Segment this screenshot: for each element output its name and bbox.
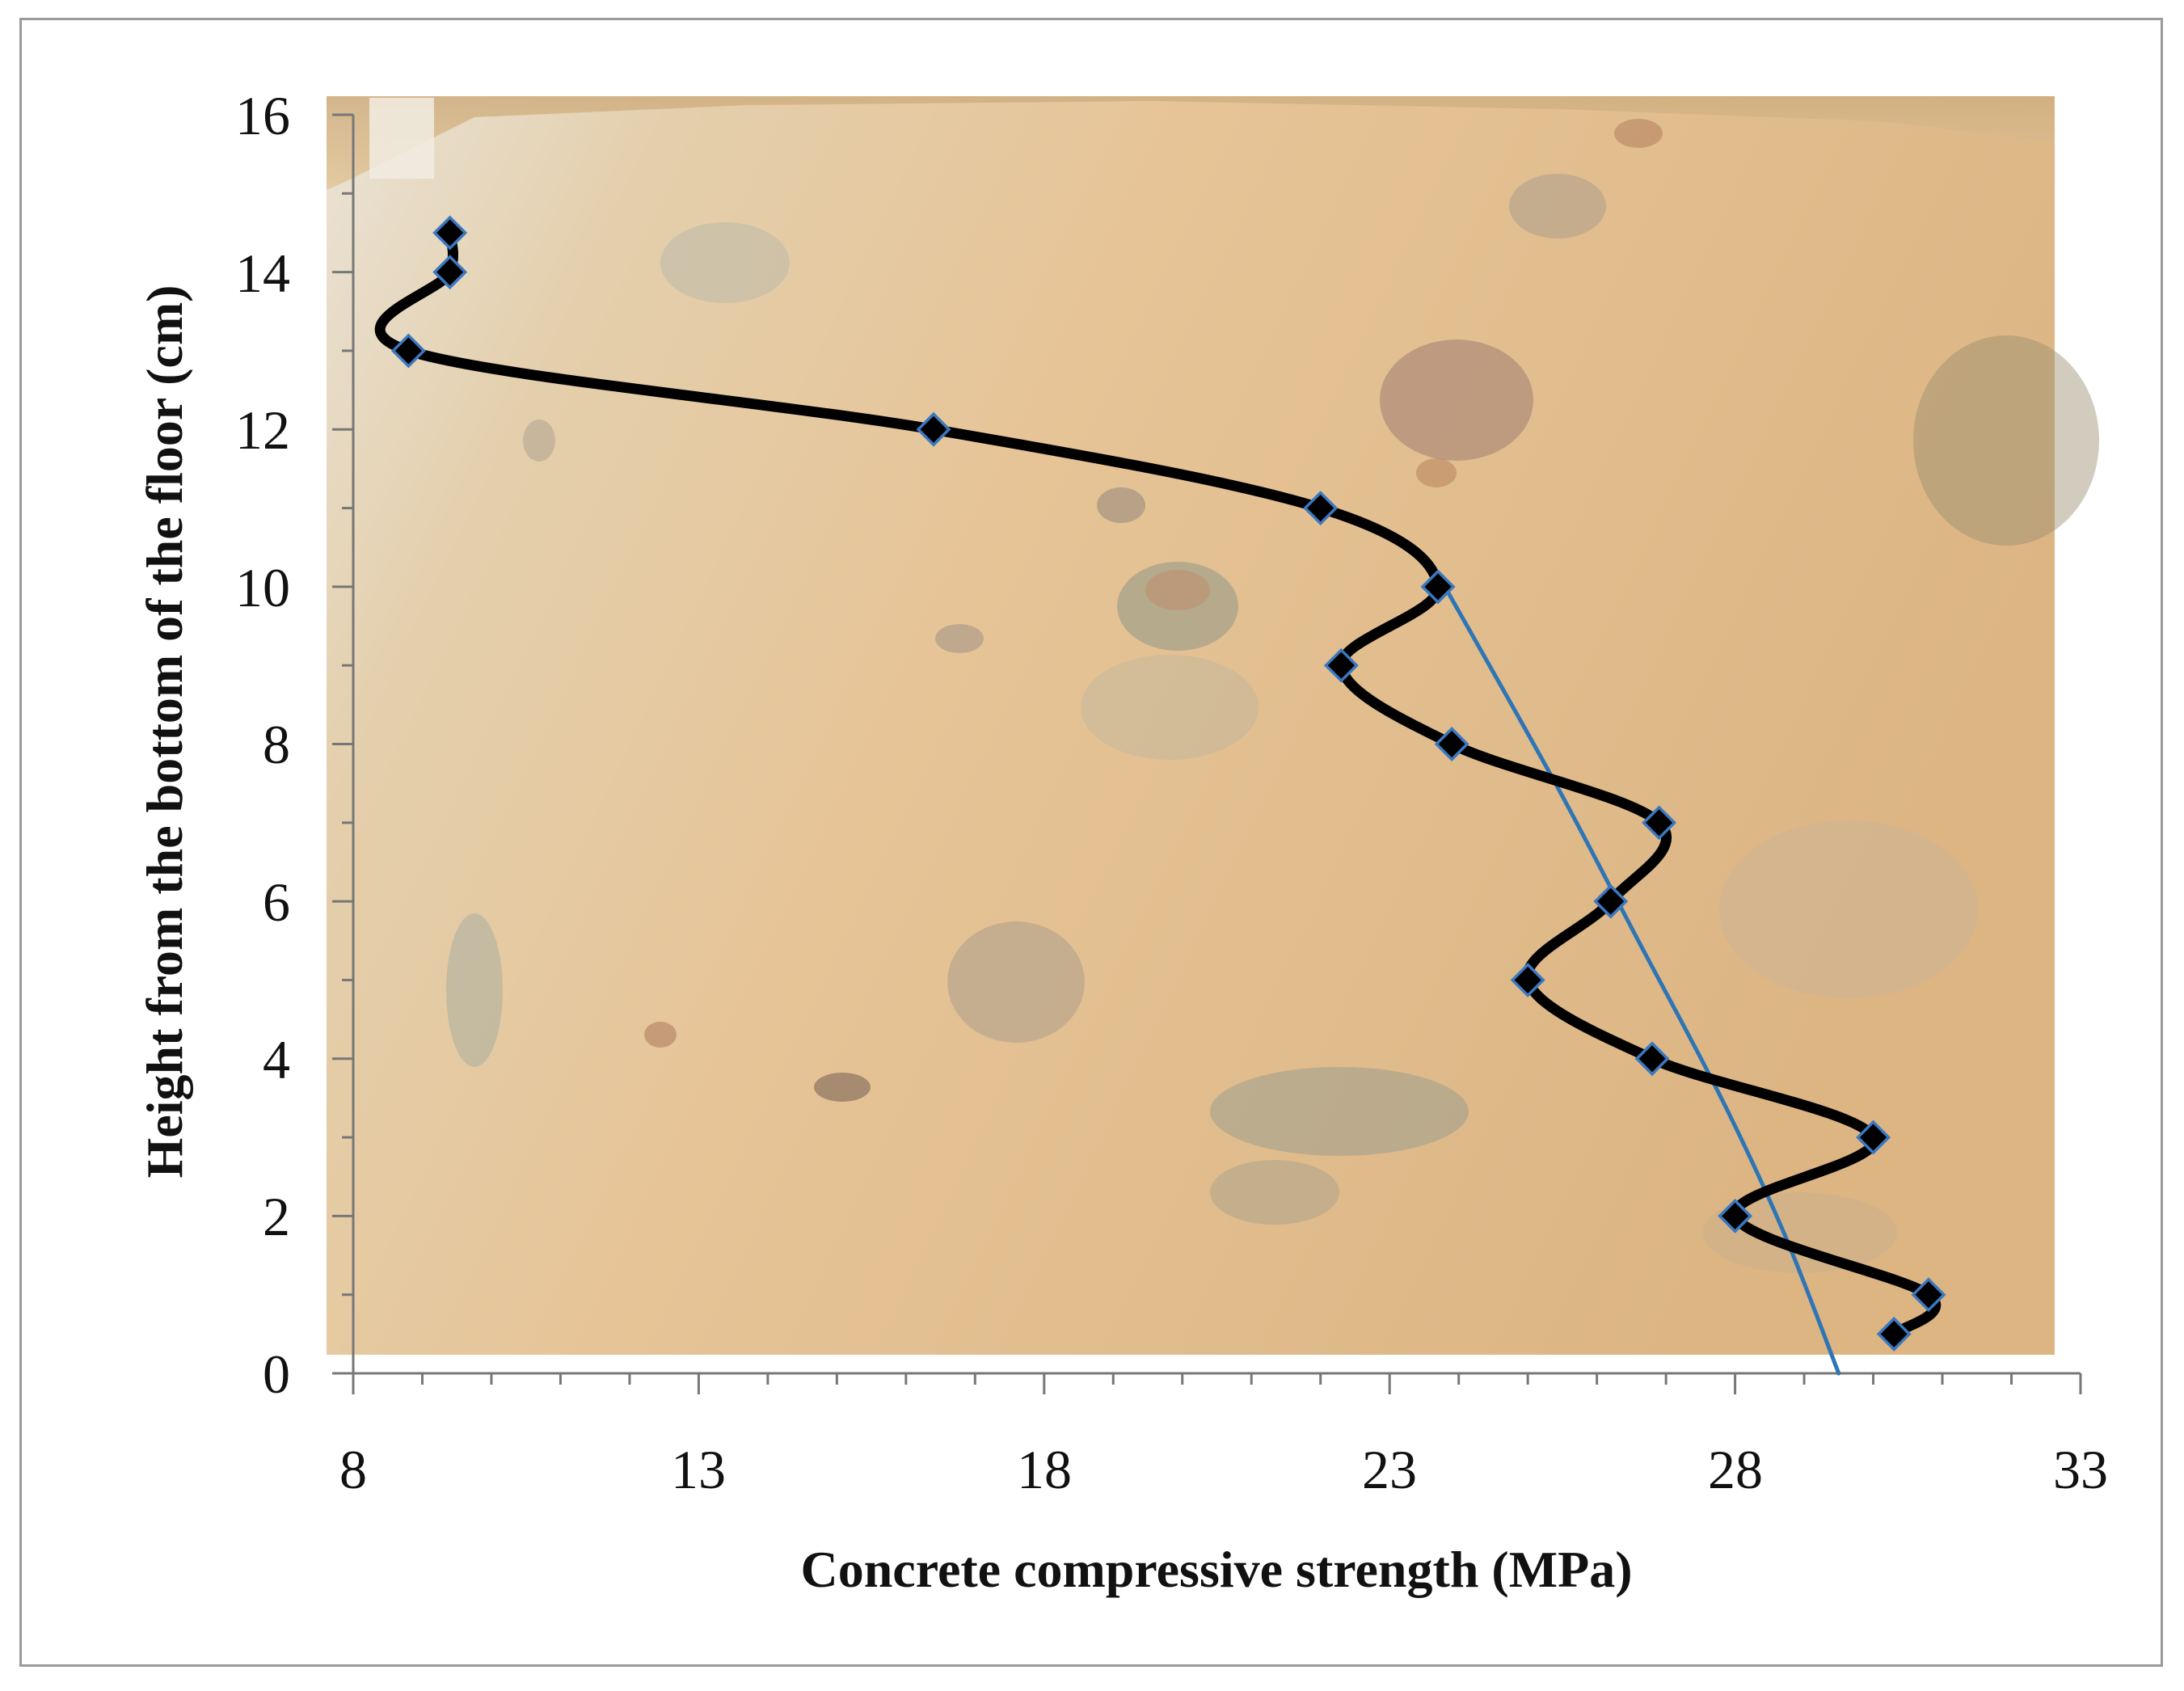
data-point-marker	[1510, 962, 1545, 997]
data-point-marker	[432, 215, 468, 251]
data-point-marker	[916, 411, 951, 447]
data-point-marker	[1593, 883, 1629, 919]
data-point-marker	[1323, 647, 1359, 683]
x-tick-labels: 8 13 18 23 28 33	[339, 1439, 2108, 1500]
data-point-marker	[1718, 1198, 1753, 1233]
x-tick-label: 33	[2053, 1439, 2108, 1500]
data-point-marker	[1911, 1277, 1946, 1313]
data-point-marker	[1634, 1041, 1670, 1077]
x-axis-ticks	[352, 1373, 2082, 1394]
y-tick-label: 8	[263, 714, 290, 775]
data-point-marker	[1642, 805, 1677, 841]
data-point-marker	[1420, 569, 1456, 605]
y-axis-ticks	[332, 113, 353, 1375]
data-point-marker	[432, 255, 468, 290]
chart: 8 13 18 23 28 33 0 2 4 6 8 10 12 14 16 C…	[136, 85, 2108, 1598]
figure-frame: 8 13 18 23 28 33 0 2 4 6 8 10 12 14 16 C…	[19, 18, 2163, 1667]
x-tick-label: 13	[671, 1439, 726, 1500]
x-tick-label: 23	[1362, 1439, 1417, 1500]
y-tick-label: 4	[263, 1029, 290, 1090]
axes	[332, 113, 2082, 1394]
y-tick-label: 10	[235, 557, 290, 618]
x-axis-title: Concrete compressive strength (MPa)	[800, 1541, 1632, 1598]
x-tick-label: 18	[1017, 1439, 1072, 1500]
y-tick-label: 2	[263, 1186, 290, 1247]
measured-markers	[390, 215, 1946, 1352]
x-tick-label: 8	[339, 1439, 367, 1500]
y-tick-labels: 0 2 4 6 8 10 12 14 16	[235, 85, 290, 1405]
data-point-marker	[1876, 1316, 1912, 1352]
measured-strength-line	[374, 227, 1942, 1339]
y-tick-label: 16	[235, 85, 290, 146]
y-tick-label: 0	[263, 1343, 290, 1405]
data-point-marker	[1434, 727, 1469, 761]
data-point-marker	[390, 333, 426, 369]
y-tick-label: 12	[235, 399, 290, 461]
data-point-marker	[1856, 1120, 1891, 1155]
concrete-photo-background	[327, 96, 2099, 1355]
data-point-marker	[1303, 491, 1339, 526]
y-tick-label: 6	[263, 871, 290, 933]
y-tick-label: 14	[235, 242, 290, 304]
y-axis-title: Height from the bottom of the floor (cm)	[136, 285, 193, 1179]
x-tick-label: 28	[1708, 1439, 1763, 1500]
